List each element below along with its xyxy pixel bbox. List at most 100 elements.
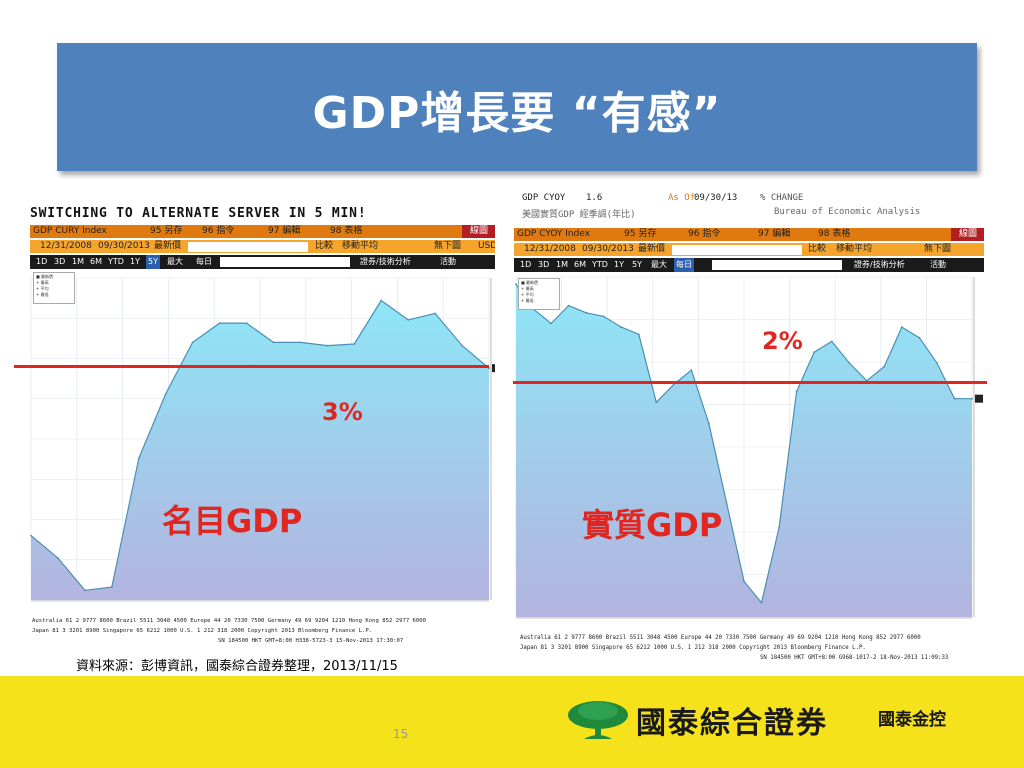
right-events-label[interactable]: 活動: [930, 260, 946, 269]
data-point: [848, 362, 851, 364]
right-tab-1d[interactable]: 1D: [520, 260, 532, 269]
right-field-latest[interactable]: 最新價: [638, 244, 666, 254]
data-point: [778, 526, 780, 529]
right-footer-3: SN 184500 HKT GMT+8:00 G968-1017-2 18-No…: [760, 655, 949, 661]
left-compare-field[interactable]: [188, 242, 308, 252]
right-date-to[interactable]: 09/30/2013: [582, 244, 634, 254]
footer-band: [0, 676, 1024, 768]
left-tab-1y[interactable]: 1Y: [130, 257, 140, 266]
left-footer-1: Australia 61 2 9777 8600 Brazil 5511 304…: [32, 618, 427, 624]
right-tab-6m[interactable]: 6M: [574, 260, 586, 269]
right-tab-daily[interactable]: 每日: [674, 258, 694, 272]
area-fill: [516, 284, 972, 617]
data-point: [830, 340, 833, 343]
right-tab-1y[interactable]: 1Y: [614, 260, 624, 269]
left-tab-max[interactable]: 最大: [167, 257, 183, 266]
left-tab-3d[interactable]: 3D: [54, 257, 66, 266]
data-point: [953, 397, 956, 400]
right-tab-ytd[interactable]: YTD: [592, 260, 608, 269]
data-point: [515, 283, 517, 286]
right-date-bar: 12/31/2008 09/30/2013 最新價 比較 移動平均 無下圖: [514, 243, 984, 256]
left-chart-tab-label: 線圖: [470, 226, 489, 236]
left-moving-avg[interactable]: 移動平均: [342, 241, 379, 251]
area-fill: [31, 300, 489, 600]
data-point: [30, 534, 32, 537]
left-date-to[interactable]: 09/30/2013: [98, 241, 150, 251]
right-compare-field[interactable]: [672, 245, 802, 255]
right-menu-edit[interactable]: 97 編輯: [758, 229, 791, 239]
right-change-label: % CHANGE: [760, 193, 804, 203]
data-point: [326, 344, 329, 347]
nominal-reference-line: [14, 365, 489, 368]
data-point: [743, 580, 745, 583]
data-point: [164, 393, 167, 395]
right-date-from[interactable]: 12/31/2008: [524, 244, 576, 254]
right-moving-avg[interactable]: 移動平均: [836, 244, 873, 254]
right-chart-tab[interactable]: 線圖: [951, 228, 984, 241]
left-search-field[interactable]: [220, 257, 350, 267]
right-tools-label[interactable]: 證券/技術分析: [854, 260, 905, 269]
nominal-threshold-label: 3%: [322, 398, 363, 426]
right-menu-command[interactable]: 96 指令: [688, 229, 721, 239]
right-no-overlay[interactable]: 無下圖: [924, 244, 952, 254]
right-compare-label: 比較: [808, 244, 827, 254]
right-tab-3d[interactable]: 3D: [538, 260, 550, 269]
right-menu-bar: GDP CYOY Index 95 另存 96 指令 97 編輯 98 表格: [514, 228, 984, 241]
left-tab-daily[interactable]: 每日: [196, 257, 212, 266]
right-ticker: GDP CYOY Index: [517, 229, 591, 239]
left-no-overlay[interactable]: 無下圖: [434, 241, 462, 251]
left-tools-label[interactable]: 證券/技術分析: [360, 257, 411, 266]
data-point: [900, 326, 903, 328]
right-range-tabs: 1D 3D 1M 6M YTD 1Y 5Y 最大 每日 證券/技術分析 活動: [514, 258, 984, 272]
data-point: [84, 589, 86, 592]
last-value-marker: [492, 364, 495, 373]
server-banner: SWITCHING TO ALTERNATE SERVER IN 5 MIN!: [30, 206, 367, 221]
right-tab-5y[interactable]: 5Y: [632, 260, 642, 269]
data-point: [883, 365, 886, 368]
right-tab-1m[interactable]: 1M: [556, 260, 568, 269]
data-point: [353, 343, 356, 345]
data-point: [795, 390, 798, 393]
right-asof-label: As Of: [668, 193, 696, 203]
data-point: [725, 501, 728, 504]
left-menu-edit[interactable]: 97 編輯: [268, 226, 301, 236]
left-tab-1m[interactable]: 1M: [72, 257, 84, 266]
left-footer-2: Japan 81 3 3201 8900 Singapore 65 6212 1…: [32, 628, 373, 634]
data-point: [272, 341, 275, 344]
right-ticker-header: GDP CYOY: [522, 193, 566, 203]
right-tab-max[interactable]: 最大: [651, 260, 667, 269]
right-menu-table[interactable]: 98 表格: [818, 229, 851, 239]
data-point: [708, 422, 710, 425]
right-menu-save[interactable]: 95 另存: [624, 229, 657, 239]
right-legend: ■ 最新價 + 最高 + 平均 + 最低: [518, 278, 560, 310]
data-point: [690, 369, 693, 371]
left-tab-1d[interactable]: 1D: [36, 257, 48, 266]
nominal-gdp-label: 名目GDP: [162, 502, 303, 540]
left-chart-tab[interactable]: 線圖: [462, 225, 495, 238]
left-field-latest[interactable]: 最新價: [154, 241, 182, 251]
left-date-bar: 12/31/2008 09/30/2013 最新價 比較 移動平均 無下圖 US…: [30, 240, 495, 253]
right-footer-1: Australia 61 2 9777 8600 Brazil 5511 304…: [520, 635, 921, 641]
real-threshold-label: 2%: [762, 327, 803, 355]
left-tab-ytd[interactable]: YTD: [108, 257, 124, 266]
left-ticker: GDP CURY Index: [33, 226, 107, 236]
left-menu-table[interactable]: 98 表格: [330, 226, 363, 236]
left-tab-5y[interactable]: 5Y: [146, 255, 160, 269]
nominal-gdp-chart: [30, 277, 495, 602]
left-events-label[interactable]: 活動: [440, 257, 456, 266]
left-menu-bar: GDP CURY Index 95 另存 96 指令 97 編輯 98 表格: [30, 225, 495, 238]
left-menu-command[interactable]: 96 指令: [202, 226, 235, 236]
logo-main-text: 國泰綜合證券: [636, 706, 828, 741]
data-point: [936, 362, 938, 364]
left-compare-label: 比較: [315, 241, 334, 251]
left-menu-save[interactable]: 95 另存: [150, 226, 183, 236]
left-date-from[interactable]: 12/31/2008: [40, 241, 92, 251]
data-point: [110, 586, 113, 588]
left-tab-6m[interactable]: 6M: [90, 257, 102, 266]
data-point: [137, 457, 140, 460]
slide-title: GDP增長要 “有感”: [312, 88, 722, 139]
right-search-field[interactable]: [712, 260, 842, 270]
left-currency[interactable]: USD: [478, 241, 495, 251]
last-value-marker: [975, 394, 983, 403]
data-point: [380, 299, 383, 302]
